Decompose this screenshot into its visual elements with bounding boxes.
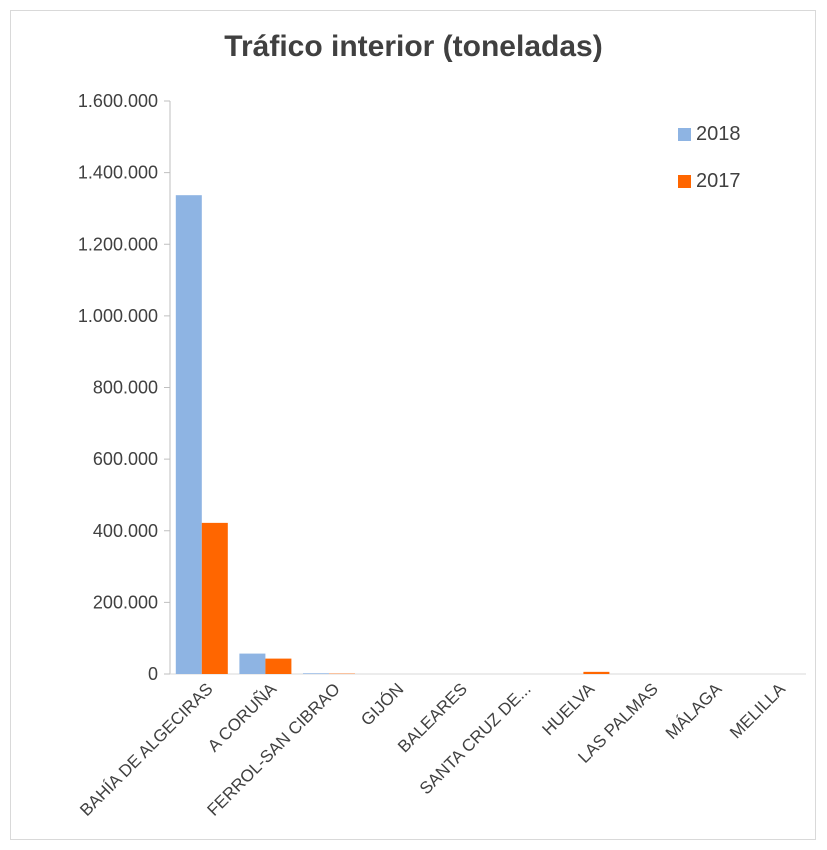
bar-2018 — [303, 673, 329, 674]
chart-frame — [10, 10, 816, 840]
legend-swatch-2018 — [678, 128, 691, 141]
bars — [175, 195, 610, 674]
bar-2017 — [265, 658, 292, 674]
x-category-label: MELILLA — [726, 679, 789, 742]
y-tick-label: 1.000.000 — [78, 306, 158, 326]
y-tick-label: 0 — [148, 664, 158, 684]
y-axis: 0 200.000 400.000 600.000 800.000 1.000.000 1.… — [78, 91, 171, 684]
y-tick-label: 800.000 — [93, 378, 158, 398]
y-tick-label: 600.000 — [93, 449, 158, 469]
y-tick-label: 400.000 — [93, 521, 158, 541]
bar-2017 — [583, 671, 610, 674]
legend-label-2018: 2018 — [696, 123, 741, 145]
y-tick-label: 1.200.000 — [78, 234, 158, 254]
y-tick-label: 1.600.000 — [78, 91, 158, 111]
legend-swatch-2017 — [678, 175, 691, 188]
x-category-label: HUELVA — [538, 679, 598, 739]
x-category-label: MÁLAGA — [662, 679, 726, 743]
y-tick-label: 1.400.000 — [78, 163, 158, 183]
y-tick-label: 200.000 — [93, 592, 158, 612]
x-category-label: FERROL-SAN CIBRAO — [203, 679, 343, 819]
legend: 2018 2017 — [678, 123, 741, 192]
chart-title: Tráfico interior (toneladas) — [224, 30, 603, 63]
x-category-label: GIJÓN — [357, 679, 407, 729]
x-category-label: SANTA CRUZ DE... — [416, 679, 535, 798]
bar-2018 — [175, 195, 202, 674]
legend-label-2017: 2017 — [696, 170, 741, 192]
bar-2017 — [201, 522, 228, 674]
x-category-label: BAHÍA DE ALGECIRAS — [76, 679, 216, 819]
bar-2018 — [239, 653, 266, 674]
